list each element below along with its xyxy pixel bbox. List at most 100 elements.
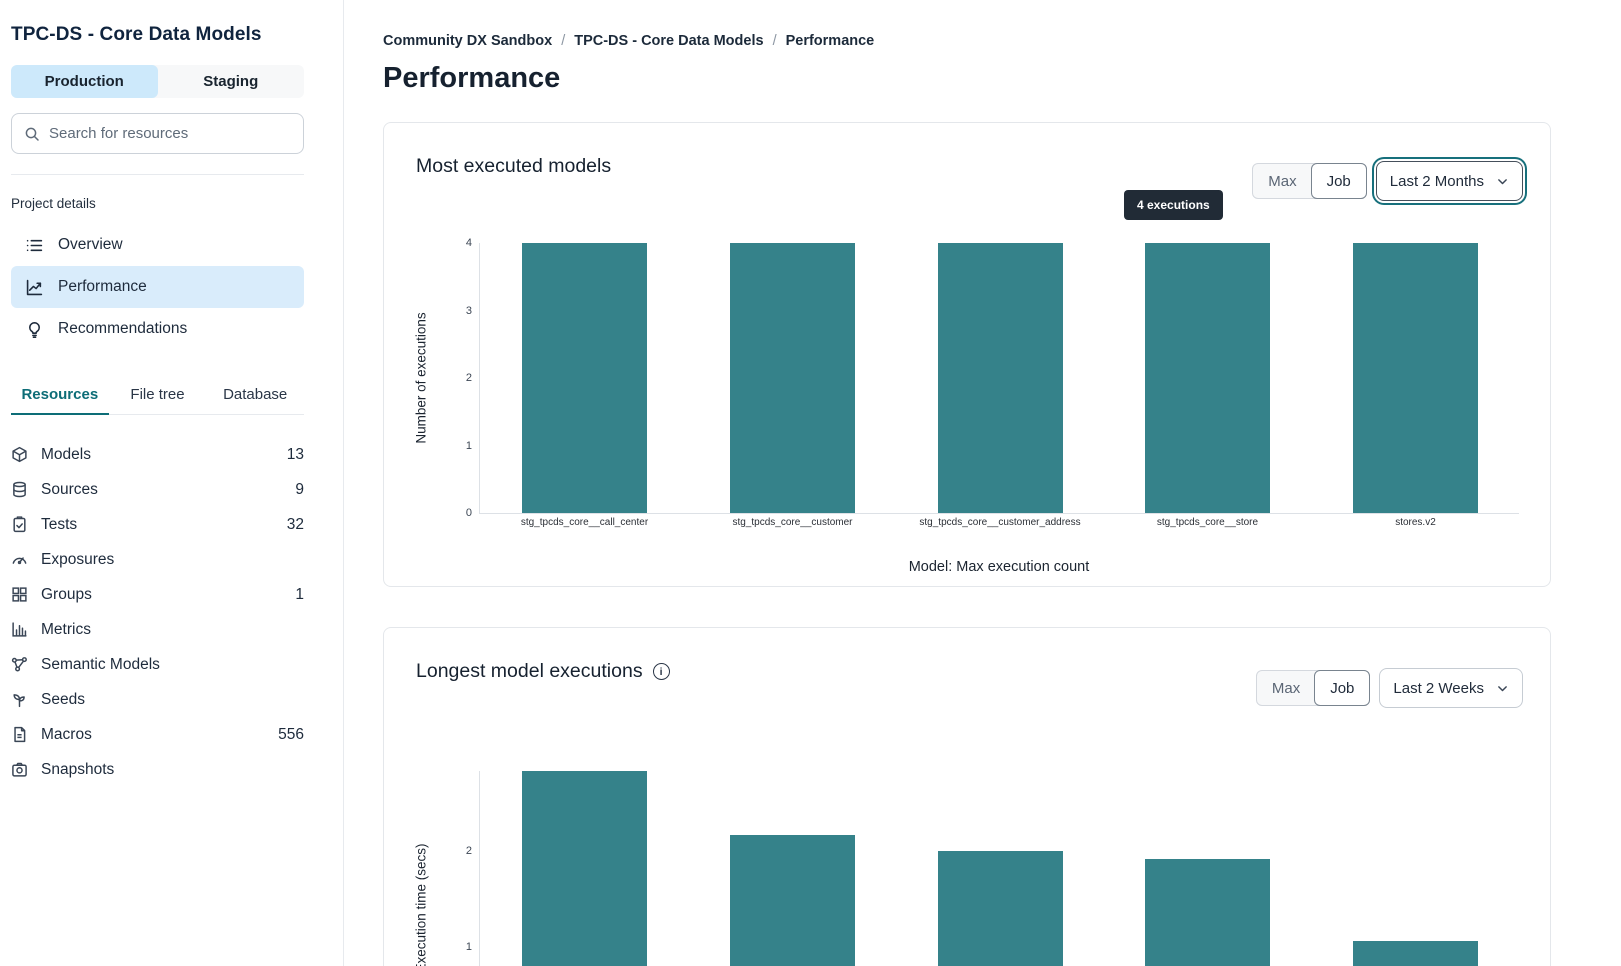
tab-database[interactable]: Database: [223, 386, 288, 403]
count-badge: 9: [295, 480, 304, 498]
info-icon[interactable]: i: [652, 663, 670, 680]
sidebar-item-label: Overview: [58, 236, 123, 253]
y-tick-label: 4: [465, 237, 472, 249]
main-content: Community DX Sandbox / TPC-DS - Core Dat…: [344, 33, 1621, 966]
card-title: Longest model executions i: [416, 660, 670, 683]
y-tick-label: 2: [465, 845, 472, 857]
list-item-seeds[interactable]: Seeds: [11, 682, 304, 717]
search-input[interactable]: [49, 125, 291, 142]
y-tick-label: 1: [465, 439, 472, 452]
bar-stg_tpcds_core__store[interactable]: [1145, 858, 1270, 966]
breadcrumb-separator: /: [561, 33, 566, 49]
sidebar-divider: [11, 174, 304, 175]
breadcrumb-separator: /: [772, 33, 777, 49]
y-axis-line: [479, 243, 480, 513]
x-tick-label: stg_tpcds_core__call_center: [520, 517, 649, 528]
bar-stg_tpcds_core__customer_address[interactable]: [937, 243, 1063, 513]
document-icon: [11, 726, 28, 743]
x-tick-label: stores.v2: [1395, 517, 1436, 528]
y-axis-title: Number of executions: [413, 312, 429, 444]
resource-list: Models 13 Sources 9 Tests 32 Exposures G…: [11, 437, 304, 787]
list-item-groups[interactable]: Groups 1: [11, 577, 304, 612]
longest-model-executions-card: Longest model executions i Max Job Last …: [383, 627, 1551, 966]
project-title: TPC-DS - Core Data Models: [11, 24, 262, 45]
sidebar-item-recommendations[interactable]: Recommendations: [11, 308, 304, 350]
count-badge: 32: [286, 515, 304, 533]
lightbulb-icon: [26, 321, 43, 338]
list-item-semantic-models[interactable]: Semantic Models: [11, 647, 304, 682]
max-job-toggle: Max Job: [1252, 163, 1367, 199]
database-icon: [11, 481, 28, 498]
tab-file-tree[interactable]: File tree: [130, 386, 185, 403]
breadcrumb-current: Performance: [785, 33, 875, 49]
list-item-metrics[interactable]: Metrics: [11, 612, 304, 647]
tab-resources[interactable]: Resources: [11, 377, 109, 415]
job-button[interactable]: Job: [1314, 670, 1371, 706]
list-item-exposures[interactable]: Exposures: [11, 542, 304, 577]
sidebar-item-overview[interactable]: Overview: [11, 224, 304, 266]
time-range-dropdown[interactable]: Last 2 Weeks: [1379, 668, 1523, 708]
longest-model-executions-chart: 1 2 Execution time (secs): [384, 628, 1550, 966]
count-badge: 556: [278, 725, 304, 743]
env-tab-production[interactable]: Production: [11, 65, 158, 98]
chart-controls: Max Job Last 2 Months: [1252, 161, 1523, 201]
search-icon: [24, 126, 40, 142]
gauge-icon: [11, 551, 28, 568]
bar-stg_tpcds_core__call_center[interactable]: [522, 243, 647, 513]
y-tick-label: 2: [465, 372, 472, 384]
cube-icon: [11, 446, 28, 463]
sidebar-item-label: Performance: [58, 278, 147, 295]
bar-stg_tpcds_core__customer[interactable]: [730, 834, 855, 966]
chart-line-icon: [26, 279, 43, 296]
list-icon: [26, 237, 43, 254]
project-details-label: Project details: [11, 196, 96, 211]
chart-tooltip: 4 executions: [1124, 190, 1223, 220]
max-button[interactable]: Max: [1271, 679, 1301, 697]
page-title: Performance: [383, 62, 561, 94]
bar-chart-icon: [11, 621, 28, 638]
breadcrumb-account[interactable]: Community DX Sandbox: [383, 33, 553, 49]
x-tick-label: stg_tpcds_core__customer: [732, 517, 853, 528]
sidebar-item-performance[interactable]: Performance: [11, 266, 304, 308]
bar-stores.v2[interactable]: [1353, 243, 1478, 513]
resource-tabs: Resources File tree Database: [11, 377, 304, 415]
bar-stores.v2[interactable]: [1353, 941, 1478, 966]
bar-stg_tpcds_core__store[interactable]: [1145, 243, 1270, 513]
y-tick-label: 0: [465, 507, 472, 519]
chart-controls: Max Job Last 2 Weeks: [1255, 668, 1523, 708]
x-tick-label: stg_tpcds_core__store: [1156, 517, 1259, 528]
chevron-down-icon: [1496, 175, 1509, 188]
breadcrumb-project[interactable]: TPC-DS - Core Data Models: [574, 33, 764, 49]
list-item-models[interactable]: Models 13: [11, 437, 304, 472]
sidebar-item-label: Recommendations: [58, 320, 188, 337]
env-tab-staging[interactable]: Staging: [203, 73, 259, 90]
clipboard-icon: [11, 516, 28, 533]
breadcrumb: Community DX Sandbox / TPC-DS - Core Dat…: [383, 33, 1621, 49]
chevron-down-icon: [1496, 682, 1509, 695]
seedling-icon: [11, 691, 28, 708]
x-tick-label: stg_tpcds_core__customer_address: [919, 517, 1081, 528]
environment-switcher: Production Staging: [11, 65, 304, 98]
bar-stg_tpcds_core__customer_address[interactable]: [937, 851, 1063, 966]
bar-stg_tpcds_core__call_center[interactable]: [522, 771, 647, 966]
job-button[interactable]: Job: [1310, 163, 1367, 199]
grid-icon: [11, 586, 28, 603]
camera-icon: [11, 761, 28, 778]
y-axis-title: Execution time (secs): [413, 843, 429, 966]
resource-search[interactable]: [11, 113, 304, 154]
y-tick-label: 3: [465, 304, 472, 317]
list-item-tests[interactable]: Tests 32: [11, 507, 304, 542]
list-item-sources[interactable]: Sources 9: [11, 472, 304, 507]
graph-icon: [11, 656, 28, 673]
time-range-dropdown[interactable]: Last 2 Months: [1375, 161, 1523, 201]
max-button[interactable]: Max: [1268, 172, 1297, 190]
card-title: Most executed models: [416, 155, 612, 177]
bar-stg_tpcds_core__customer[interactable]: [730, 243, 855, 513]
most-executed-models-card: Most executed models Max Job Last 2 Mont…: [383, 122, 1551, 587]
sidebar: TPC-DS - Core Data Models Production Sta…: [0, 0, 344, 966]
list-item-snapshots[interactable]: Snapshots: [11, 752, 304, 787]
x-axis-title: Model: Max execution count: [908, 559, 1090, 575]
list-item-macros[interactable]: Macros 556: [11, 717, 304, 752]
most-executed-models-chart: 0 1 2 3 4 stg_tpcds_core__call_center stg_tpcd…: [384, 123, 1550, 586]
max-job-toggle: Max Job: [1255, 670, 1371, 706]
